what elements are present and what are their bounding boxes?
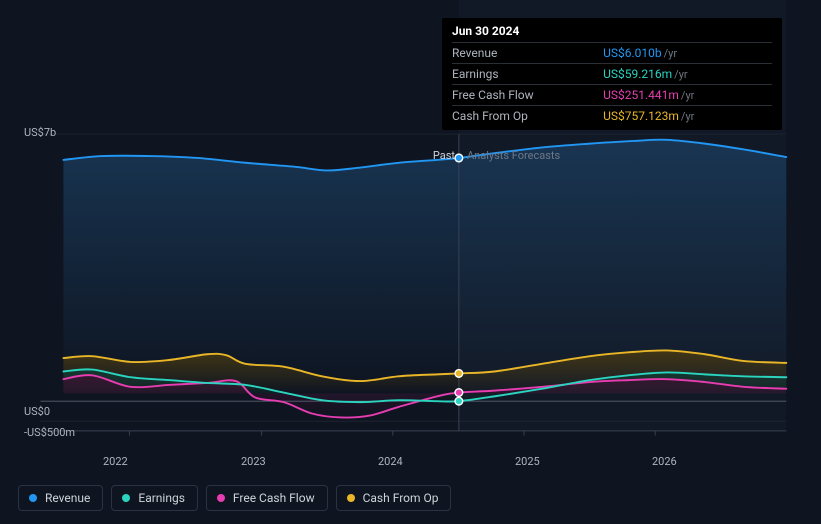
legend-item-cashop[interactable]: Cash From Op [336,485,452,511]
tooltip-row-label: Cash From Op [452,106,603,127]
tooltip-row: Cash From Op US$757.123m/yr [452,106,772,127]
x-axis-label: 2026 [652,455,677,468]
forecast-section-label: Analysts Forecasts [467,149,560,162]
tooltip-row-uom: /yr [681,110,694,123]
y-axis-label: US$0 [24,405,50,418]
tooltip-row-label: Earnings [452,64,603,85]
tooltip-row-label: Free Cash Flow [452,85,603,106]
chart-tooltip: Jun 30 2024 Revenue US$6.010b/yr Earning… [442,18,782,130]
tooltip-row-uom: /yr [681,89,694,102]
legend-item-fcf[interactable]: Free Cash Flow [206,485,328,511]
tooltip-row-value: US$59.216m [603,67,672,81]
tooltip-row-label: Revenue [452,43,603,64]
legend-dot-icon [29,494,37,502]
x-axis-label: 2024 [378,455,403,468]
legend-item-label: Earnings [138,491,185,505]
legend-dot-icon [347,494,355,502]
tooltip-title: Jun 30 2024 [452,24,772,42]
tooltip-row-uom: /yr [664,47,677,60]
legend-item-label: Cash From Op [363,491,439,505]
earnings-forecast-chart: Past Analysts Forecasts US$7b US$0 -US$5… [0,0,821,524]
legend: Revenue Earnings Free Cash Flow Cash Fro… [18,485,451,511]
tooltip-row-value: US$757.123m [603,109,679,123]
legend-item-label: Free Cash Flow [233,491,315,505]
legend-item-revenue[interactable]: Revenue [18,485,103,511]
legend-dot-icon [122,494,130,502]
tooltip-row-uom: /yr [674,68,687,81]
tooltip-row: Free Cash Flow US$251.441m/yr [452,85,772,106]
legend-item-earnings[interactable]: Earnings [111,485,198,511]
tooltip-row: Earnings US$59.216m/yr [452,64,772,85]
tooltip-row-value: US$6.010b [603,46,662,60]
tooltip-table: Revenue US$6.010b/yr Earnings US$59.216m… [452,42,772,126]
x-axis-label: 2022 [103,455,128,468]
legend-dot-icon [217,494,225,502]
tooltip-row-value: US$251.441m [603,88,679,102]
past-section-label: Past [433,149,455,162]
tooltip-row: Revenue US$6.010b/yr [452,43,772,64]
legend-item-label: Revenue [45,491,90,505]
x-axis-label: 2025 [515,455,540,468]
y-axis-label: US$7b [24,126,56,139]
y-axis-label: -US$500m [24,426,75,439]
x-axis-label: 2023 [241,455,266,468]
